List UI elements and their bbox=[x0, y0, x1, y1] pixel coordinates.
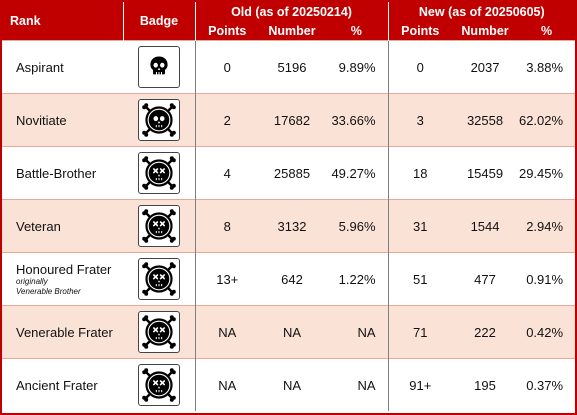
old-number-header: Number bbox=[259, 21, 325, 41]
table-row: Venerable Frater NA NA NA 71 222 0.42% bbox=[2, 305, 576, 359]
new-number-cell: 32558 bbox=[452, 93, 519, 147]
badge-cell bbox=[123, 252, 195, 306]
rank-cell: Novitiate bbox=[2, 93, 123, 147]
new-percent-cell: 3.88% bbox=[518, 40, 576, 94]
new-percent-header: % bbox=[518, 21, 576, 41]
table-row: Aspirant 0 5196 9.89% 0 2037 3.88% bbox=[2, 40, 576, 94]
new-points-cell: 31 bbox=[387, 199, 453, 253]
old-percent-cell: 9.89% bbox=[325, 40, 389, 94]
new-number-cell: 195 bbox=[452, 358, 519, 411]
new-number-cell: 477 bbox=[452, 252, 519, 306]
old-number-cell: 25885 bbox=[259, 146, 325, 200]
old-points-cell: 4 bbox=[194, 146, 259, 200]
new-number-cell: 222 bbox=[452, 305, 519, 359]
old-number-cell: NA bbox=[259, 358, 325, 411]
old-number-cell: 17682 bbox=[259, 93, 325, 147]
old-percent-cell: NA bbox=[325, 358, 389, 411]
old-points-cell: 2 bbox=[194, 93, 259, 147]
new-percent-cell: 29.45% bbox=[518, 146, 576, 200]
rank-cell: Venerable Frater bbox=[2, 305, 123, 359]
old-percent-cell: 33.66% bbox=[325, 93, 389, 147]
old-percent-header: % bbox=[325, 21, 389, 41]
rank-cell: Battle-Brother bbox=[2, 146, 123, 200]
old-number-cell: NA bbox=[259, 305, 325, 359]
new-number-cell: 15459 bbox=[452, 146, 519, 200]
rank-name: Ancient Frater bbox=[16, 377, 98, 393]
table-row: Battle-Brother 4 25885 49.27% 18 15459 2… bbox=[2, 146, 576, 200]
rank-cell: Aspirant bbox=[2, 40, 123, 94]
badge-header: Badge bbox=[123, 2, 196, 41]
new-percent-cell: 2.94% bbox=[518, 199, 576, 253]
badge-cell bbox=[123, 305, 195, 359]
skull-badge-icon bbox=[137, 46, 180, 88]
rank-cell: Veteran bbox=[2, 199, 123, 253]
rank-cell: Honoured Frater originally Venerable Bro… bbox=[2, 252, 123, 306]
old-percent-cell: 49.27% bbox=[325, 146, 389, 200]
new-points-header: Points bbox=[388, 21, 453, 41]
new-points-cell: 0 bbox=[387, 40, 453, 94]
rank-note: Venerable Brother bbox=[16, 286, 81, 296]
header-row-top: Rank Badge Old (as of 20250214) New (as … bbox=[2, 2, 576, 41]
new-points-cell: 91+ bbox=[387, 358, 453, 411]
table-row: Honoured Frater originally Venerable Bro… bbox=[2, 252, 576, 306]
rank-name: Aspirant bbox=[16, 59, 64, 75]
skull-crossbones-ring-badge-icon bbox=[137, 205, 180, 247]
old-number-cell: 3132 bbox=[259, 199, 325, 253]
old-points-cell: 8 bbox=[194, 199, 259, 253]
old-points-cell: 13+ bbox=[194, 252, 259, 306]
rank-header: Rank bbox=[2, 2, 124, 41]
skull-crossbones-ring-badge-icon bbox=[137, 258, 180, 300]
new-number-cell: 1544 bbox=[452, 199, 519, 253]
rank-name: Venerable Frater bbox=[16, 324, 113, 340]
old-percent-cell: NA bbox=[325, 305, 389, 359]
old-percent-cell: 5.96% bbox=[325, 199, 389, 253]
table-row: Veteran 8 3132 5.96% 31 1544 2.94% bbox=[2, 199, 576, 253]
new-header: New (as of 20250605) bbox=[388, 2, 576, 21]
old-number-cell: 5196 bbox=[259, 40, 325, 94]
new-percent-cell: 0.42% bbox=[518, 305, 576, 359]
skull-crossbones-ring-badge-icon bbox=[137, 152, 180, 194]
table-row: Novitiate 2 17682 33.66% 3 32558 62.02% bbox=[2, 93, 576, 147]
old-points-cell: NA bbox=[194, 305, 259, 359]
old-number-cell: 642 bbox=[259, 252, 325, 306]
new-percent-cell: 62.02% bbox=[518, 93, 576, 147]
badge-cell bbox=[123, 40, 195, 94]
rank-note: originally bbox=[16, 276, 48, 286]
rank-name: Veteran bbox=[16, 218, 61, 234]
old-header: Old (as of 20250214) bbox=[195, 2, 389, 21]
new-number-cell: 2037 bbox=[452, 40, 519, 94]
skull-crossbones-ring-badge-icon bbox=[137, 311, 180, 353]
rank-cell: Ancient Frater bbox=[2, 358, 123, 411]
new-number-header: Number bbox=[452, 21, 519, 41]
table-row: Ancient Frater NA NA NA 91+ 195 0.37% bbox=[2, 358, 576, 411]
new-points-cell: 71 bbox=[387, 305, 453, 359]
badge-cell bbox=[123, 358, 195, 411]
old-percent-cell: 1.22% bbox=[325, 252, 389, 306]
old-points-header: Points bbox=[195, 21, 259, 41]
new-percent-cell: 0.91% bbox=[518, 252, 576, 306]
new-points-cell: 18 bbox=[387, 146, 453, 200]
new-points-cell: 3 bbox=[387, 93, 453, 147]
new-percent-cell: 0.37% bbox=[518, 358, 576, 411]
badge-cell bbox=[123, 199, 195, 253]
header-row-sub: Points Number % Points Number % bbox=[2, 21, 576, 41]
skull-crossbones-ring-badge-icon bbox=[137, 364, 180, 406]
badge-cell bbox=[123, 93, 195, 147]
rank-name: Novitiate bbox=[16, 112, 67, 128]
old-points-cell: NA bbox=[194, 358, 259, 411]
skull-crossbones-ring-badge-icon bbox=[137, 99, 180, 141]
new-points-cell: 51 bbox=[387, 252, 453, 306]
badge-cell bbox=[123, 146, 195, 200]
rank-name: Battle-Brother bbox=[16, 165, 97, 181]
rank-name: Honoured Frater bbox=[16, 261, 112, 277]
old-points-cell: 0 bbox=[194, 40, 259, 94]
